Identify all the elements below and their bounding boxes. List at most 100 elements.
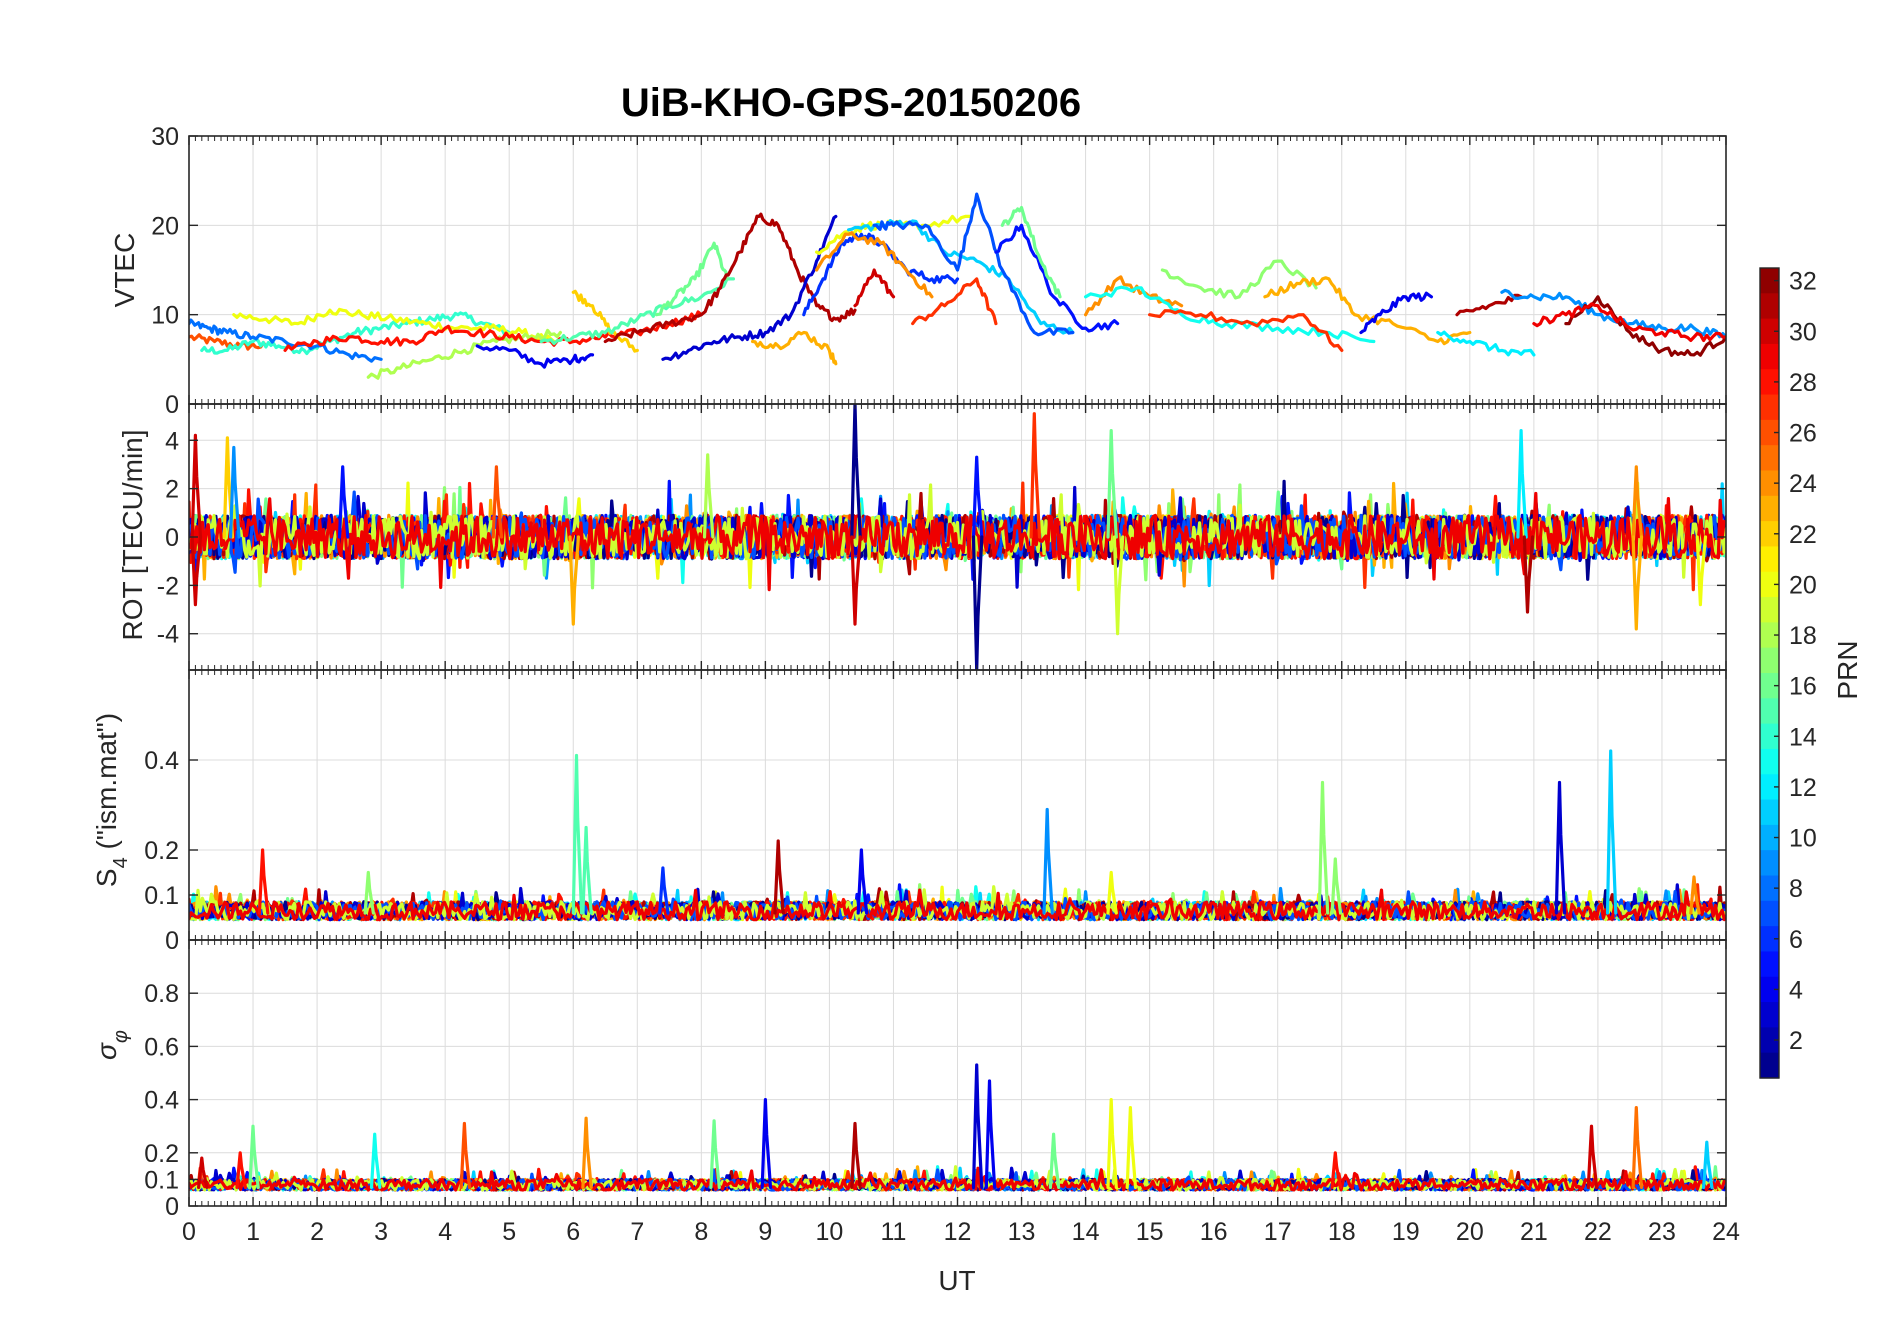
colorbar-swatch [1760,597,1779,623]
vtec-series-prn-27 [1148,309,1344,352]
colorbar-swatch [1760,774,1779,801]
colorbar-swatch [1760,723,1779,750]
spike-prn-30 [1586,1124,1599,1189]
colorbar-swatch [1760,318,1779,345]
vtec-series-prn-27 [911,277,998,326]
rot-ylabel: ROT [TECU/min] [117,429,148,640]
spike-prn-19 [1112,535,1125,636]
y-tick-label: 0.1 [144,1166,179,1194]
vtec-series-prn-18 [366,328,562,380]
vtec-series-prn-5 [994,223,1120,333]
spike-prn-31 [773,839,785,915]
colorbar-label: PRN [1832,640,1863,699]
colorbar-tick-label: 6 [1789,926,1803,954]
colorbar-swatch [1760,976,1779,1003]
x-tick-label: 15 [1136,1218,1164,1246]
x-tick-label: 9 [758,1218,772,1246]
spike-prn-4 [760,1098,773,1189]
colorbar-tick-label: 22 [1789,521,1817,549]
spike-prn-16 [1106,429,1118,539]
spike-prn-15 [581,825,593,915]
colorbar-tick-label: 10 [1789,825,1817,853]
sigma-series-prn-29 [189,1166,1726,1192]
colorbar-tick-label: 14 [1789,723,1817,751]
colorbar-tick-label: 20 [1789,571,1817,599]
spike-prn-6 [658,866,670,915]
y-tick-label: 10 [151,302,179,330]
y-tick-label: 0 [165,391,179,419]
spike-prn-9 [229,445,241,539]
x-tick-label: 7 [630,1218,644,1246]
spike-prn-5 [971,455,984,539]
s4-ylabel: S4 ("ism.mat") [91,713,132,887]
x-tick-label: 13 [1008,1218,1036,1246]
spike-prn-26 [491,465,504,539]
colorbar-swatch [1760,698,1779,725]
y-tick-label: -2 [157,572,179,600]
x-tick-label: 10 [816,1218,844,1246]
x-tick-label: 22 [1584,1218,1612,1246]
spike-prn-16 [1048,1132,1061,1189]
vtec-series-prn-14 [200,311,511,356]
vtec-ylabel: VTEC [109,233,140,308]
colorbar-tick-label: 8 [1789,875,1803,903]
s4-series-prn-19 [189,885,1726,922]
spike-prn-1 [850,404,862,539]
colorbar-swatch [1760,900,1779,927]
spike-prn-3 [971,1063,984,1189]
colorbar-swatch [1760,748,1779,775]
colorbar-swatch [1760,622,1779,649]
s4-ylabel-main: S [91,868,122,887]
colorbar-tick-label: 24 [1789,470,1817,498]
vtec-series-prn-26 [189,333,268,351]
s4-ylabel-sub: 4 [110,857,132,868]
spike-prn-20 [1695,535,1708,607]
x-tick-label: 5 [502,1218,516,1246]
vtec-series-prn-12 [1436,330,1536,357]
y-tick-label: 0.4 [144,747,179,775]
vtec-series-prn-16 [1000,205,1062,299]
spike-prn-31 [850,1121,862,1189]
spike-prn-4 [856,848,869,915]
vtec-series-prn-31 [1455,293,1523,317]
spike-prn-20 [1125,1106,1138,1189]
spike-prn-24 [1631,465,1644,539]
spike-prn-20 [1106,870,1118,915]
x-tick-label: 16 [1200,1218,1228,1246]
vtec-series-prn-24 [815,231,934,299]
spike-prn-16 [248,1124,260,1189]
x-tick-label: 20 [1456,1218,1484,1246]
y-tick-label: 0.6 [144,1033,179,1061]
rot-series-prn-19 [189,481,1726,588]
y-tick-label: -4 [157,621,179,649]
spike-prn-9 [1042,807,1054,915]
y-tick-label: 2 [165,476,179,504]
colorbar-swatch [1760,951,1779,978]
colorbar-swatch [1760,394,1779,421]
spike-prn-28 [257,848,270,915]
colorbar-swatch [1760,1027,1779,1054]
x-tick-label: 17 [1264,1218,1292,1246]
spike-prn-1 [971,535,984,670]
spike-prn-12 [1516,429,1528,539]
spike-prn-15 [571,753,584,915]
rot-series-prn-29 [189,491,1726,592]
colorbar-tick-label: 26 [1789,420,1817,448]
y-tick-label: 0 [165,524,179,552]
spike-prn-28 [1330,1151,1343,1189]
y-tick-label: 0 [165,927,179,955]
spike-prn-5 [337,465,350,539]
spike-prn-17 [363,870,375,915]
y-tick-label: 0.2 [144,837,179,865]
vtec-series-prn-28 [283,310,703,352]
sigma-ylabel-main: σ [91,1042,122,1060]
sigma-phi-panel: 00.10.20.40.60.80 1 2 3 4 5 6 7 8 9 10 11 12 13 14 15 16… [144,939,1740,1246]
spike-prn-30 [197,1156,209,1189]
spike-prn-31 [1522,535,1535,614]
x-tick-label: 14 [1072,1218,1100,1246]
colorbar-swatch [1760,521,1779,548]
spike-prn-16 [709,1119,721,1189]
colorbar-tick-label: 16 [1789,673,1817,701]
y-tick-label: 30 [151,123,179,151]
vtec-series-prn-31 [603,212,857,344]
